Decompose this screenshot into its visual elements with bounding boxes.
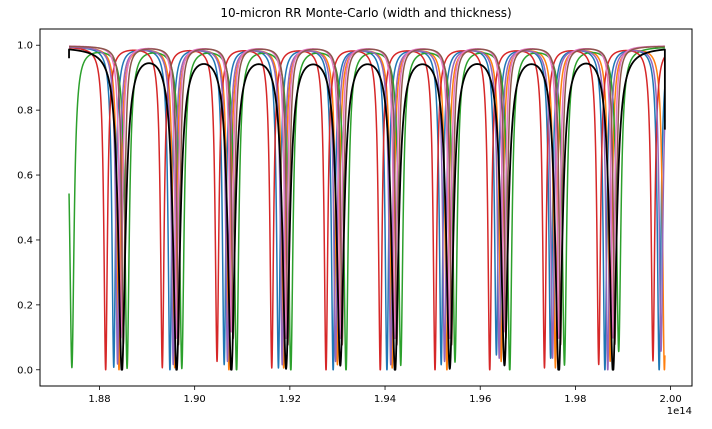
x-tick-label: 1.90 (184, 394, 206, 405)
y-axis: 0.0 0.2 0.4 0.6 0.8 1.0 (17, 41, 40, 376)
y-tick-label: 0.0 (17, 365, 33, 376)
series-line-7 (68, 45, 666, 346)
plot-area (40, 29, 692, 386)
x-tick-label: 1.98 (564, 394, 586, 405)
plot-frame (39, 28, 693, 387)
chart-title: 10-micron RR Monte-Carlo (width and thic… (220, 6, 511, 20)
series-line-1 (68, 46, 666, 371)
x-tick-label: 1.96 (469, 394, 491, 405)
x-axis: 1.88 1.90 1.92 1.94 1.96 1.98 2.00 (88, 386, 682, 405)
x-tick-label: 1.94 (374, 394, 396, 405)
x-tick-label: 2.00 (659, 394, 681, 405)
y-tick-label: 0.4 (17, 235, 33, 246)
y-tick-label: 1.0 (17, 41, 33, 52)
y-tick-label: 0.6 (17, 171, 33, 182)
y-tick-label: 0.8 (17, 106, 33, 117)
y-tick-label: 0.2 (17, 300, 33, 311)
x-tick-label: 1.92 (279, 394, 301, 405)
x-tick-label: 1.88 (88, 394, 110, 405)
series-line-4 (68, 46, 666, 371)
series-line-8 (68, 48, 666, 371)
x-axis-offset-label: 1e14 (667, 406, 692, 417)
series-line-5 (68, 46, 666, 371)
series-layer (68, 45, 666, 371)
